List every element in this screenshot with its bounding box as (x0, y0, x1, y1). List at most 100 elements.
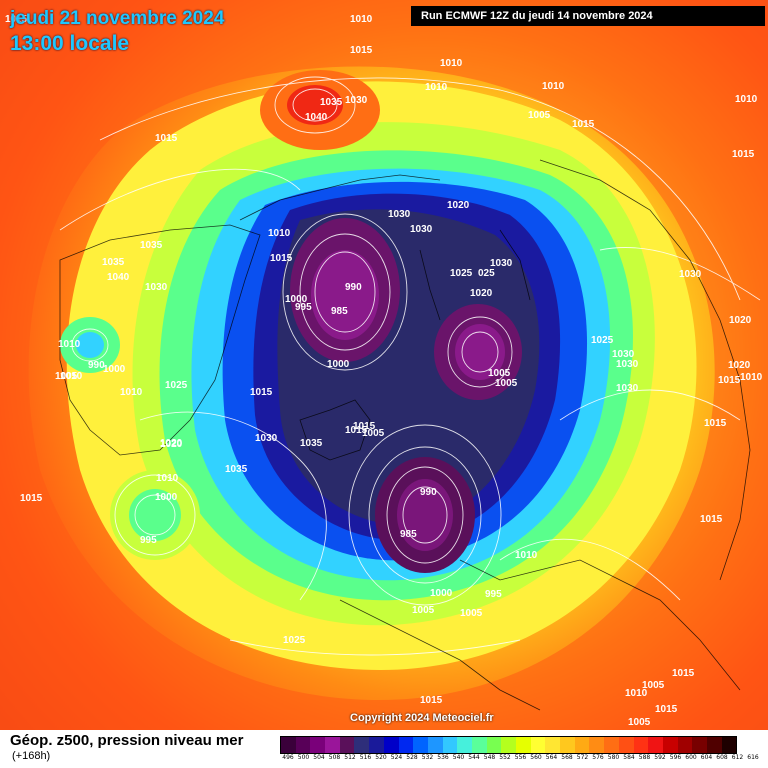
legend-label: 564 (545, 754, 558, 761)
legend-swatch (721, 737, 737, 753)
legend-swatch (633, 737, 649, 753)
legend-swatch (339, 737, 355, 753)
legend-label: 544 (468, 754, 480, 761)
legend-label: 568 (561, 754, 573, 761)
pressure-label: 025 (478, 268, 495, 279)
legend-swatch (369, 737, 384, 753)
legend-swatch (427, 737, 443, 753)
purple-low-north-core (311, 250, 379, 340)
legend-swatch (648, 737, 663, 753)
pressure-label: 990 (345, 282, 362, 293)
pressure-label: 1015 (704, 418, 727, 429)
pressure-label: 1015 (718, 375, 741, 386)
legend-swatch (589, 737, 605, 753)
pressure-label: 1030 (616, 359, 639, 370)
legend-swatch (574, 737, 590, 753)
pressure-label: 1020 (729, 315, 752, 326)
atlantic-low-patch-core (129, 489, 181, 541)
pressure-label: 1005 (495, 378, 518, 389)
pressure-label: 1010 (515, 550, 538, 561)
legend-swatch (501, 737, 516, 753)
pressure-label: 1035 (102, 257, 125, 268)
pressure-label: 1010 (440, 58, 463, 69)
footer: Géop. z500, pression niveau mer (+168h) … (0, 730, 768, 768)
pressure-label: 1010 (740, 372, 763, 383)
legend-swatch (530, 737, 546, 753)
legend-swatch (604, 737, 619, 753)
legend-swatch (706, 737, 722, 753)
legend-label: 496 (282, 754, 294, 761)
legend-label: 552 (499, 754, 511, 761)
legend-swatch (442, 737, 458, 753)
pressure-label: 1010 (120, 387, 143, 398)
pressure-label: 1005 (528, 110, 551, 121)
pressure-label: 1015 (700, 514, 723, 525)
pressure-label: 1000 (285, 294, 308, 305)
legend-swatch (281, 737, 296, 753)
legend-swatch (545, 737, 561, 753)
pressure-label: 995 (485, 589, 502, 600)
pressure-label: 1025 (283, 635, 306, 646)
pressure-label: 995 (140, 535, 157, 546)
legend-swatch (413, 737, 428, 753)
legend-swatch (383, 737, 399, 753)
legend-label: 580 (607, 754, 620, 761)
forecast-date: jeudi 21 novembre 2024 (10, 8, 225, 29)
pressure-label: 1005 (412, 605, 435, 616)
pressure-label: 1010 (625, 688, 648, 699)
pressure-label: 1015 (345, 425, 368, 436)
pressure-label: 1025 (591, 335, 614, 346)
legend-label: 508 (328, 754, 341, 761)
pressure-label: 1030 (410, 224, 433, 235)
legend-label: 600 (685, 754, 697, 761)
legend-swatch (295, 737, 311, 753)
pressure-label: 1010 (425, 82, 448, 93)
pressure-label: 1035 (320, 97, 343, 108)
pressure-label: 1030 (388, 209, 411, 220)
legend-label: 616 (747, 754, 759, 761)
legend-label: 532 (421, 754, 434, 761)
legend-swatch (354, 737, 370, 753)
pressure-label: 1015 (732, 149, 755, 160)
pressure-label: 1030 (679, 269, 702, 280)
pressure-label: 1010 (58, 339, 81, 350)
legend-swatch (471, 737, 487, 753)
pressure-label: 1015 (672, 668, 695, 679)
forecast-time: 13:00 locale (10, 32, 130, 55)
pressure-label: 1005 (488, 368, 511, 379)
pressure-label: 985 (331, 306, 348, 317)
footer-title: Géop. z500, pression niveau mer (10, 732, 244, 749)
alaska-high-red (287, 85, 343, 125)
pressure-label: 1015 (350, 45, 373, 56)
pressure-label: 1020 (160, 438, 183, 449)
pressure-label: 1005 (55, 371, 78, 382)
pressure-label: 1015 (655, 704, 678, 715)
pressure-label: 990 (420, 487, 437, 498)
legend-swatch (618, 737, 634, 753)
legend-swatch (560, 737, 575, 753)
pressure-label: 1000 (430, 588, 453, 599)
pressure-label: 1030 (490, 258, 513, 269)
legend-label: 608 (716, 754, 728, 761)
legend-label: 512 (344, 754, 356, 761)
legend-label: 588 (638, 754, 651, 761)
pressure-label: 1005 (460, 608, 483, 619)
pressure-label: 1035 (300, 438, 323, 449)
pressure-label: 1040 (107, 272, 130, 283)
pressure-label: 1035 (225, 464, 248, 475)
legend-label: 604 (700, 754, 713, 761)
pressure-label: 1010 (268, 228, 291, 239)
legend-swatch (325, 737, 340, 753)
pressure-label: 1005 (628, 717, 651, 728)
legend-swatch (692, 737, 707, 753)
legend-label: 592 (654, 754, 666, 761)
legend-swatch (677, 737, 693, 753)
pressure-label: 1005 (362, 428, 385, 439)
run-banner: Run ECMWF 12Z du jeudi 14 novembre 2024 (411, 6, 765, 26)
pressure-label: 1020 (447, 200, 470, 211)
west-low-patch-core (76, 332, 104, 358)
pressure-label: 1000 (327, 359, 350, 370)
pressure-label: 1015 (20, 493, 43, 504)
pressure-label: 1015 (572, 119, 595, 130)
pressure-label: 1020 (728, 360, 751, 371)
